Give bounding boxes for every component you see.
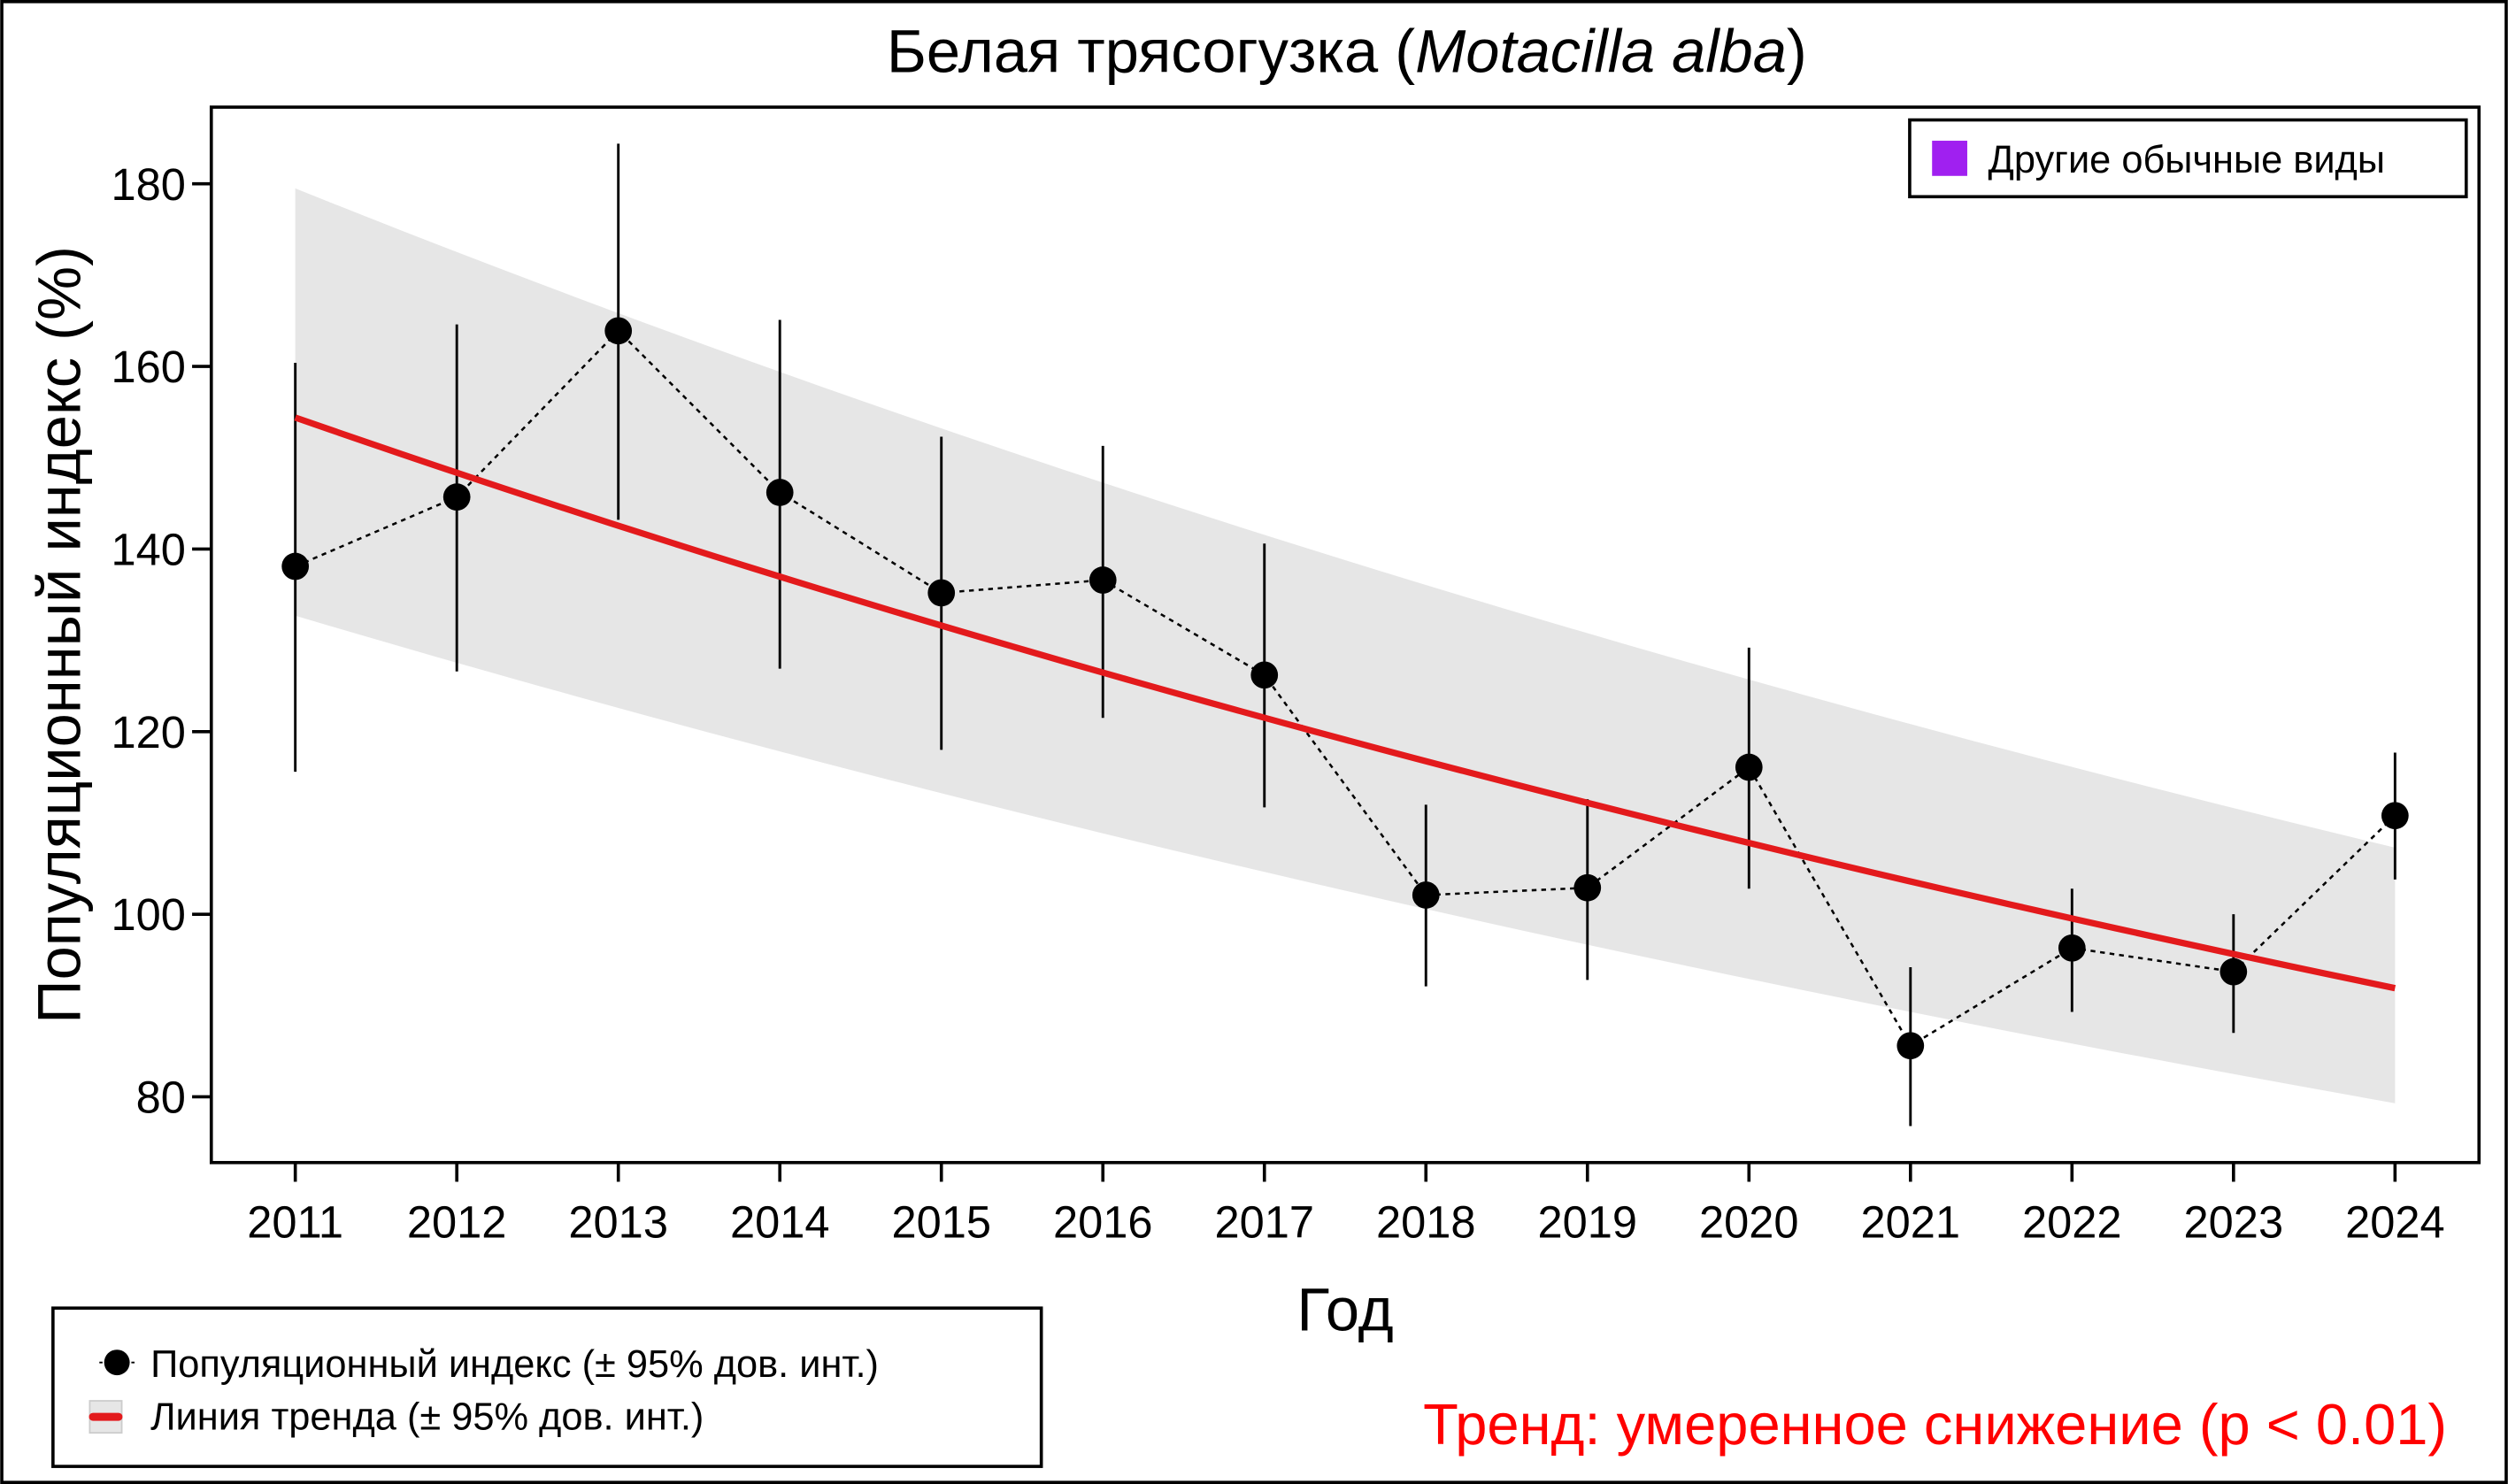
data-point-2022 — [2058, 934, 2086, 962]
data-point-2016 — [1089, 566, 1117, 594]
x-tick-label: 2020 — [1699, 1197, 1799, 1248]
index-dotted-line — [295, 329, 2396, 1048]
data-point-2023 — [2220, 957, 2248, 986]
y-tick-label: 180 — [111, 159, 185, 210]
legend-trend-label: Линия тренда (± 95% дов. инт.) — [150, 1396, 704, 1439]
x-tick-label: 2019 — [1538, 1197, 1638, 1248]
trend-line — [294, 414, 2396, 992]
x-tick-label: 2021 — [1861, 1197, 1961, 1248]
x-tick-label: 2024 — [2345, 1197, 2445, 1248]
series-legend: Популяционный индекс (± 95% дов. инт.) Л… — [51, 1306, 1043, 1468]
data-point-2017 — [1250, 661, 1279, 689]
x-tick-label: 2011 — [247, 1197, 343, 1248]
group-legend-label: Другие обычные виды — [1988, 139, 2385, 181]
x-tick-label: 2013 — [568, 1197, 668, 1248]
data-point-2014 — [765, 479, 794, 506]
x-tick-label: 2023 — [2184, 1197, 2284, 1248]
data-point-2015 — [927, 579, 956, 607]
data-point-2021 — [1896, 1032, 1925, 1060]
y-tick-label: 80 — [136, 1073, 186, 1123]
x-tick-label: 2017 — [1214, 1197, 1314, 1248]
data-point-2011 — [281, 552, 310, 581]
legend-index-label: Популяционный индекс (± 95% дов. инт.) — [150, 1343, 879, 1386]
x-tick-label: 2012 — [407, 1197, 507, 1248]
y-tick-label: 100 — [111, 889, 185, 940]
group-legend: Другие обычные виды — [1908, 118, 2468, 199]
group-color-swatch — [1932, 141, 1967, 176]
x-tick-label: 2018 — [1376, 1197, 1476, 1248]
y-axis-label: Популяционный индекс (%) — [26, 246, 94, 1024]
x-tick-label: 2016 — [1053, 1197, 1153, 1248]
trend-annotation: Тренд: умеренное снижение (p < 0.01) — [1423, 1392, 2447, 1457]
y-tick-label: 140 — [111, 525, 185, 575]
x-tick-label: 2015 — [891, 1197, 991, 1248]
data-point-2019 — [1573, 873, 1602, 902]
data-point-2018 — [1412, 881, 1440, 909]
legend-index-dot-icon — [104, 1349, 130, 1376]
data-point-2013 — [604, 317, 633, 345]
y-tick-label: 120 — [111, 707, 185, 757]
data-point-2024 — [2381, 802, 2409, 830]
chart-title: Белая трясогузка (Motacilla alba) — [887, 17, 1807, 85]
y-tick-label: 160 — [111, 342, 185, 392]
data-point-2020 — [1735, 753, 1763, 781]
plot-area — [209, 105, 2481, 1165]
x-axis-label: Год — [1296, 1276, 1393, 1344]
x-tick-label: 2014 — [730, 1197, 830, 1248]
x-tick-label: 2022 — [2022, 1197, 2122, 1248]
data-point-2012 — [442, 483, 471, 511]
